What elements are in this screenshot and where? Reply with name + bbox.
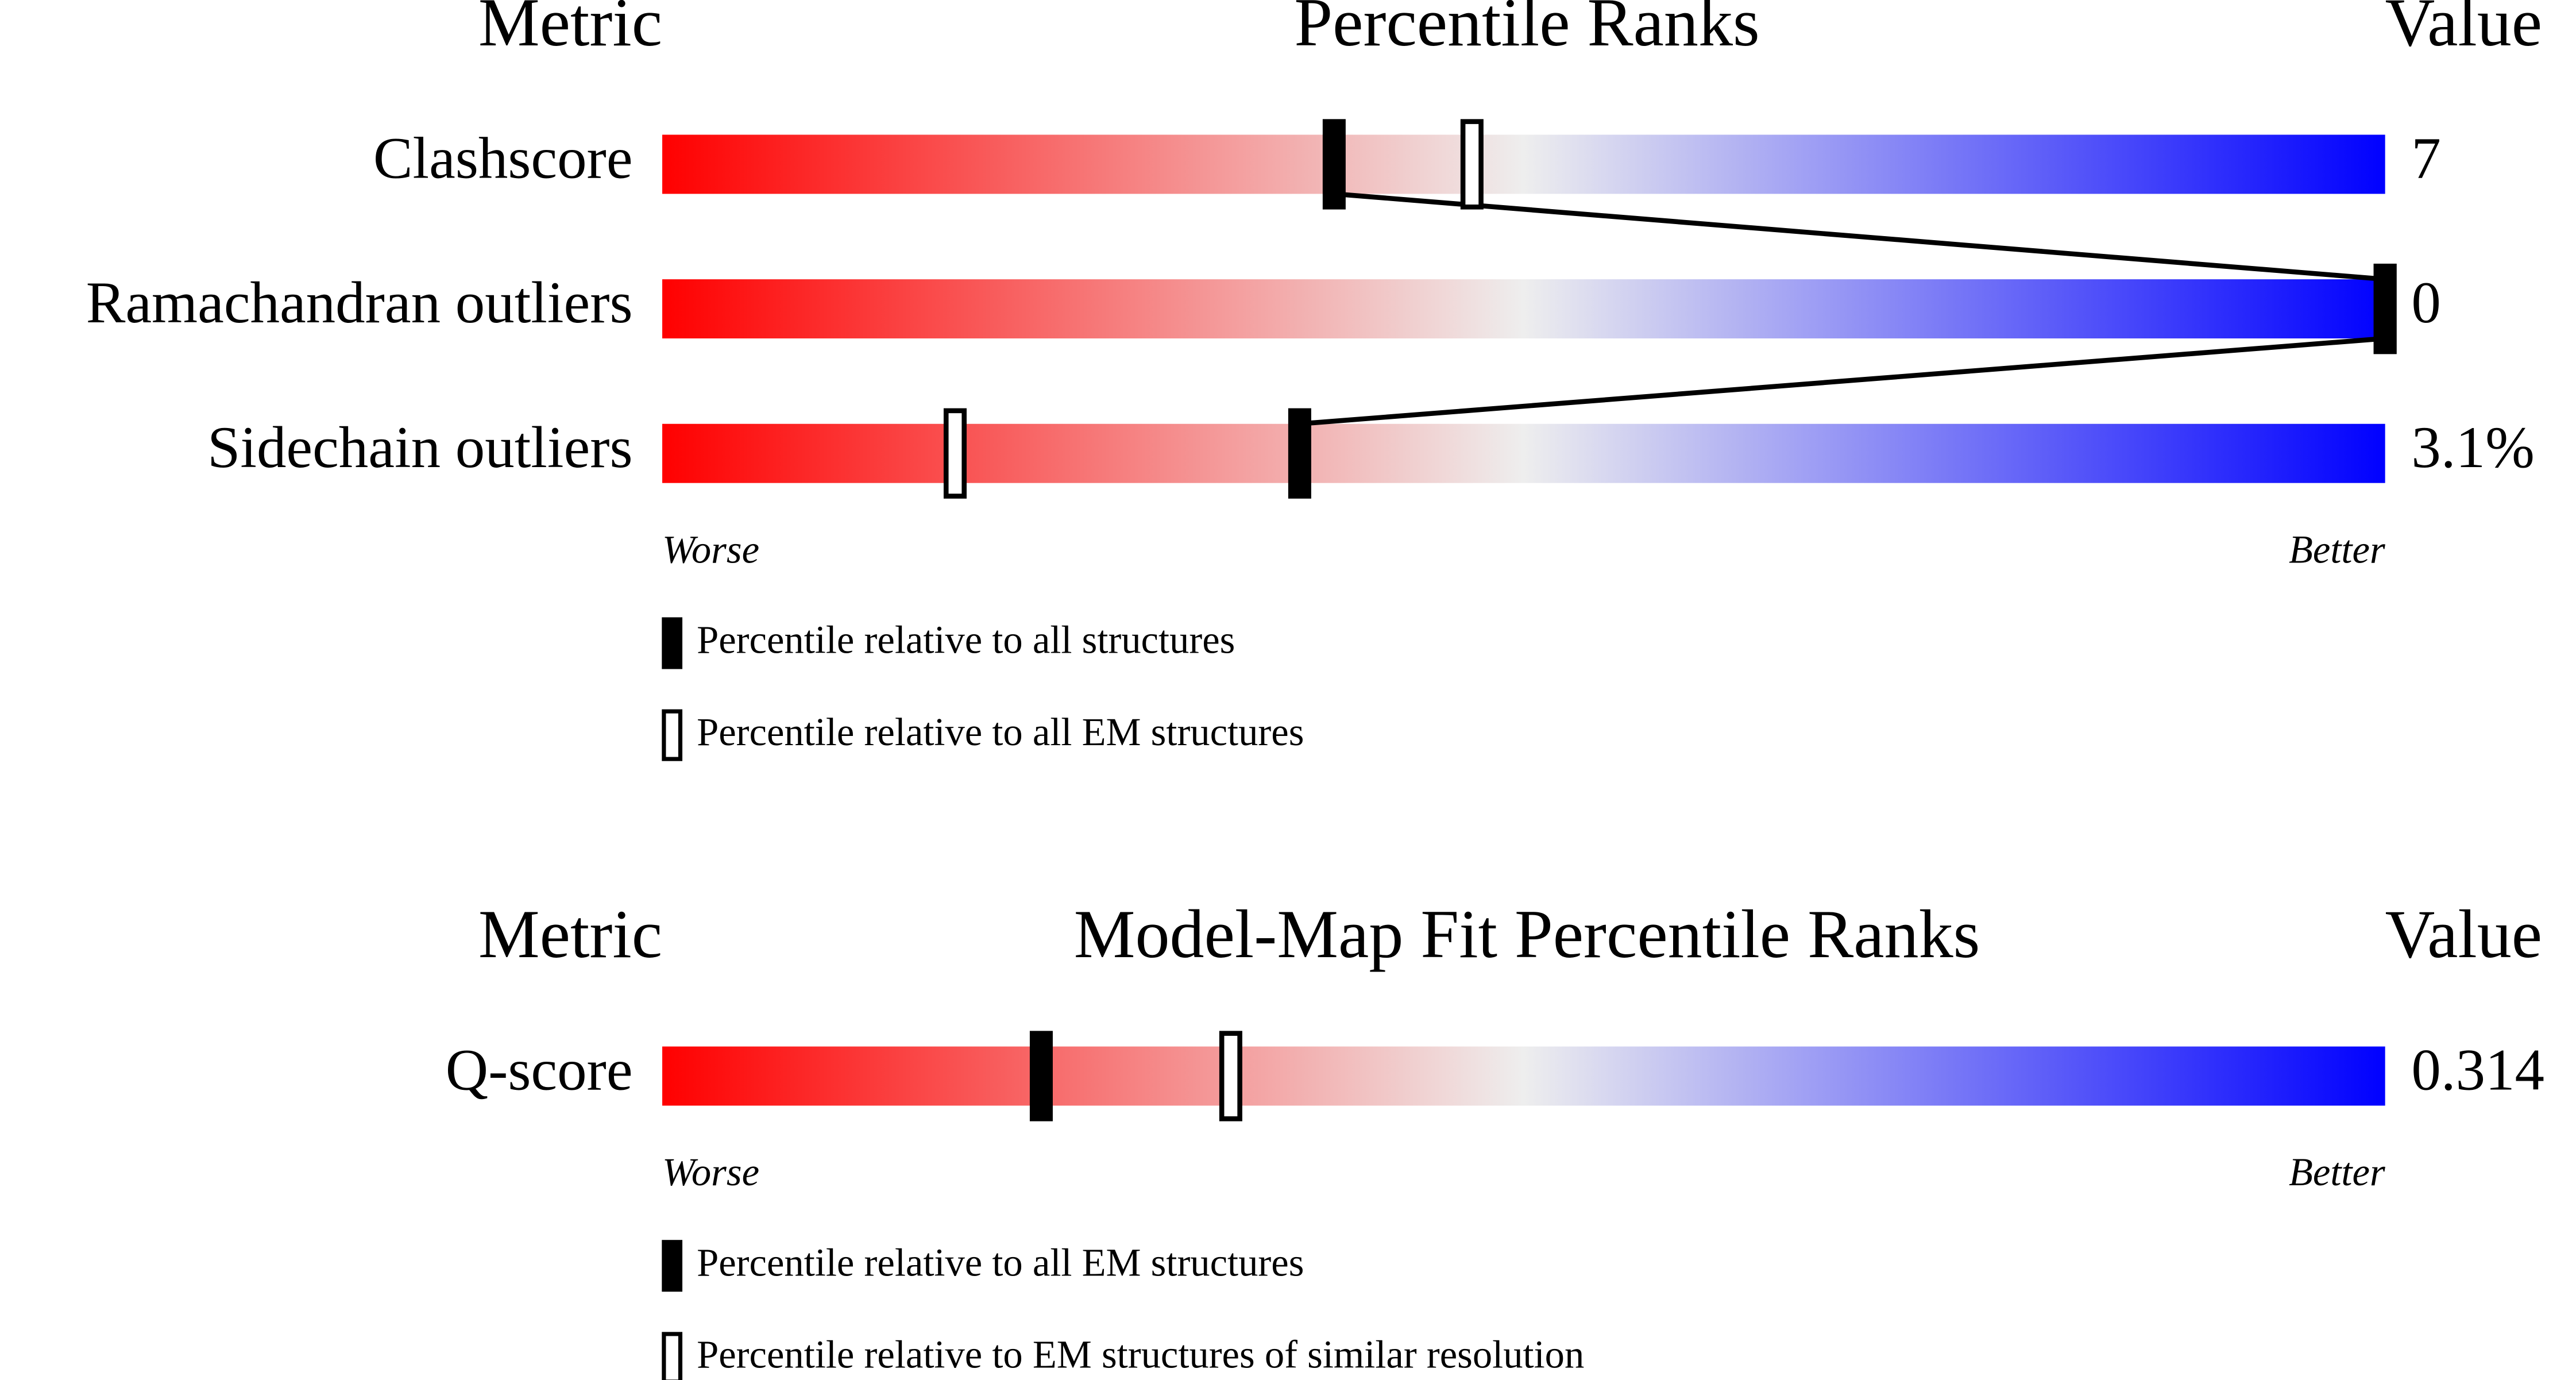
better-label: Better <box>2289 1150 2385 1194</box>
legend-swatch <box>662 617 683 669</box>
percentile-marker <box>1288 408 1311 499</box>
percentile-marker <box>1460 119 1484 210</box>
legend-label: Percentile relative to EM structures of … <box>697 1333 1584 1377</box>
metric-label: Clashscore <box>373 126 633 191</box>
metric-value: 7 <box>2411 126 2440 191</box>
percentile-marker <box>943 408 967 499</box>
metric-label: Ramachandran outliers <box>86 270 633 336</box>
metric-label: Sidechain outliers <box>207 415 632 480</box>
percentile-bar <box>662 1046 2385 1106</box>
legend-swatch <box>662 1332 683 1380</box>
percentile-marker <box>1029 1031 1053 1121</box>
percentile-marker <box>1219 1031 1242 1121</box>
connector-line <box>1334 191 2386 282</box>
metric-label: Q-score <box>446 1038 633 1103</box>
metric-value: 0 <box>2411 270 2440 336</box>
metric-value: 3.1% <box>2411 415 2534 480</box>
worse-label: Worse <box>662 527 759 571</box>
legend-swatch <box>662 1240 683 1292</box>
percentile-bar <box>662 279 2385 339</box>
percentile-bar <box>662 134 2385 194</box>
legend-label: Percentile relative to all EM structures <box>697 710 1304 754</box>
value-header: Value <box>2385 896 2542 972</box>
legend-swatch <box>662 709 683 761</box>
metric-header: Metric <box>478 0 662 60</box>
percentile-marker <box>1322 119 1346 210</box>
worse-label: Worse <box>662 1150 759 1194</box>
better-label: Better <box>2289 527 2385 571</box>
metric-value: 0.314 <box>2411 1038 2544 1103</box>
percentile-bar <box>662 423 2385 483</box>
legend-label: Percentile relative to all EM structures <box>697 1240 1304 1284</box>
connector-line <box>1299 336 2385 427</box>
percentile-marker <box>2373 263 2397 354</box>
metric-header: Metric <box>478 896 662 972</box>
value-header: Value <box>2385 0 2542 60</box>
chart-title: Percentile Ranks <box>1294 0 1759 60</box>
legend-label: Percentile relative to all structures <box>697 618 1235 662</box>
chart-title: Model-Map Fit Percentile Ranks <box>1074 896 1980 972</box>
